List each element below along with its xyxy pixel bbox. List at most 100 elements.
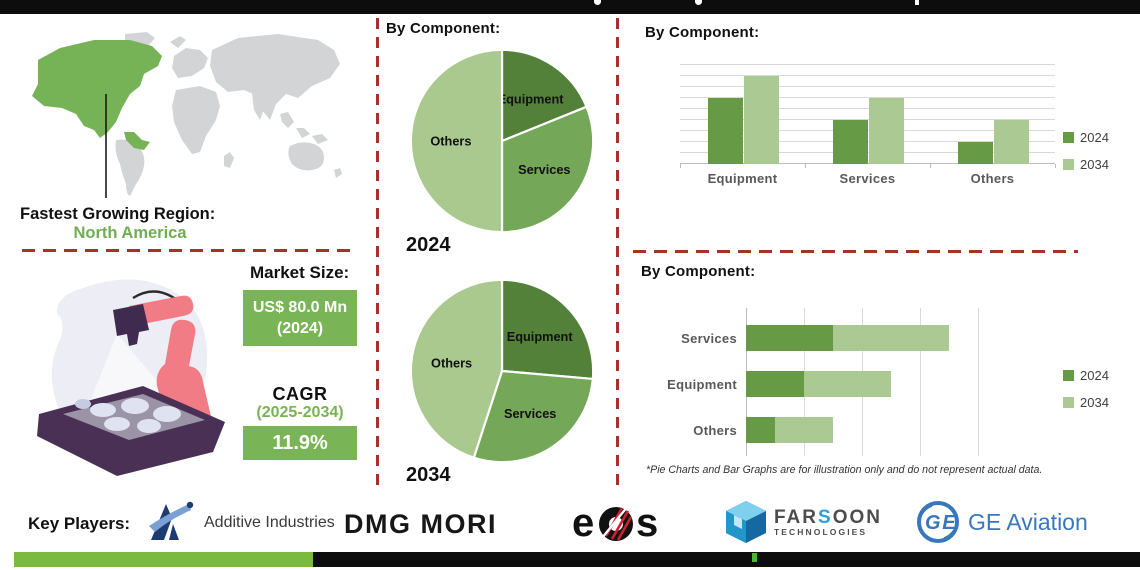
grouped-bar-category-labels: Equipment Services Others [680, 171, 1055, 187]
gridline [680, 108, 1055, 109]
cagr-label: CAGR [272, 384, 328, 404]
market-size-label: Market Size: [250, 263, 350, 282]
x-axis [680, 163, 1055, 164]
pie-slice-services [500, 105, 595, 234]
gridline [680, 64, 1055, 65]
pie-slice-equipment [500, 48, 588, 143]
legend-item-2034: 2034 [1063, 157, 1109, 172]
tray-items [75, 398, 181, 433]
legend-item-2034: 2034 [1063, 395, 1109, 410]
market-size-value-box: US$ 80.0 Mn (2024) [243, 290, 357, 346]
segment-services-2034 [833, 325, 949, 351]
legend-swatch [1063, 132, 1074, 143]
map-new-zealand [334, 168, 342, 178]
map-india [252, 92, 266, 120]
map-south-america [115, 139, 145, 196]
gridline [978, 308, 979, 456]
legend-swatch [1063, 370, 1074, 381]
hbar-chart-heading: By Component: [641, 263, 756, 280]
clipped-title-bar [0, 0, 1140, 14]
pie-slice-equipment [500, 278, 595, 381]
fastest-growing-region-label: Fastest Growing Region: [20, 205, 216, 223]
map-land [115, 32, 342, 196]
pie-slice-label: Others [431, 356, 472, 371]
gridline [680, 86, 1055, 87]
bar-services-2024 [832, 120, 868, 164]
pie-slice-label: Services [518, 162, 570, 177]
farsoon-wordmark: FARSOON TECHNOLOGIES [774, 508, 882, 537]
segment-services-2024 [746, 325, 833, 351]
axis-tick [805, 164, 806, 168]
pie-slice-label: Equipment [507, 329, 574, 344]
divider-vertical-left [376, 18, 379, 492]
gridline [920, 308, 921, 456]
title-descender-glyph [594, 0, 601, 5]
market-size-value: US$ 80.0 Mn [252, 299, 348, 316]
segment-others-2024 [746, 417, 775, 443]
hbar-legend: 2024 2034 [1063, 368, 1109, 410]
pie-2024-year-label: 2024 [406, 234, 451, 256]
svg-text:s: s [636, 501, 658, 544]
axis-tick [680, 164, 681, 168]
key-players-label: Key Players: [28, 514, 131, 533]
map-europe [170, 36, 208, 78]
hbar-row-others [746, 417, 979, 443]
svg-text:e: e [572, 501, 594, 544]
bar-others-2024 [957, 142, 993, 164]
pie-chart-2024: Equipment Services Others [409, 48, 595, 234]
fastest-growing-region-value: North America [73, 224, 187, 242]
bar-others-2034 [993, 120, 1029, 164]
legend-item-2024: 2024 [1063, 368, 1109, 383]
legend-swatch [1063, 159, 1074, 170]
segment-others-2034 [775, 417, 833, 443]
segment-equipment-2034 [804, 371, 891, 397]
cagr-value-box: 11.9% [243, 426, 357, 460]
stacked-hbar-chart: Services Equipment Others [667, 308, 979, 456]
row-label-equipment: Equipment [667, 377, 737, 392]
map-australia [288, 142, 324, 171]
farsoon-word-sub: TECHNOLOGIES [774, 527, 868, 537]
axis-tick [930, 164, 931, 168]
gridline [680, 75, 1055, 76]
bottom-bar-green [14, 552, 313, 567]
dmg-mori-logo: DMG MORI [344, 509, 497, 539]
map-north-america-highlight [32, 40, 162, 150]
bar-services-2034 [868, 98, 904, 164]
chart-footnote: *Pie Charts and Bar Graphs are for illus… [646, 464, 1043, 476]
bottom-bar-black [313, 552, 1140, 567]
eos-logo: e s [572, 501, 658, 544]
segment-equipment-2024 [746, 371, 804, 397]
legend-swatch [1063, 397, 1074, 408]
map-madagascar [224, 152, 234, 168]
ge-aviation-wordmark: GE Aviation [968, 509, 1088, 535]
farsoon-word-top: FARSOON [774, 507, 882, 528]
key-players-row: Key Players: Additive Industries DMG MOR… [0, 498, 1140, 548]
category-label-others: Others [970, 171, 1015, 186]
divider-vertical-right [616, 18, 619, 492]
grouped-bar-chart [680, 64, 1056, 168]
world-map [32, 32, 342, 198]
cagr-period: (2025-2034) [256, 404, 344, 421]
category-label-services: Services [839, 171, 896, 186]
divider-horizontal-right [633, 250, 1078, 253]
gridline [680, 130, 1055, 131]
legend-label: 2024 [1080, 130, 1109, 145]
pie-slice-label: Services [504, 406, 556, 421]
pie-slice-others [409, 48, 504, 234]
pie-slice-others [409, 278, 504, 460]
pie-chart-2034: Equipment Services Others [409, 278, 595, 464]
gridline [680, 152, 1055, 153]
axis-tick [1055, 164, 1056, 168]
grouped-bar-legend: 2024 2034 [1063, 130, 1109, 172]
pie-section-heading: By Component: [386, 20, 501, 37]
legend-label: 2034 [1080, 157, 1109, 172]
divider-horizontal-left [22, 249, 356, 252]
market-size-year: (2024) [276, 320, 324, 337]
legend-item-2024: 2024 [1063, 130, 1109, 145]
pie-slice-services [472, 369, 594, 464]
hbar-row-equipment [746, 371, 979, 397]
row-label-others: Others [693, 423, 737, 438]
pie-slice-label: Others [430, 134, 471, 149]
robot-arm-illustration [37, 279, 225, 476]
